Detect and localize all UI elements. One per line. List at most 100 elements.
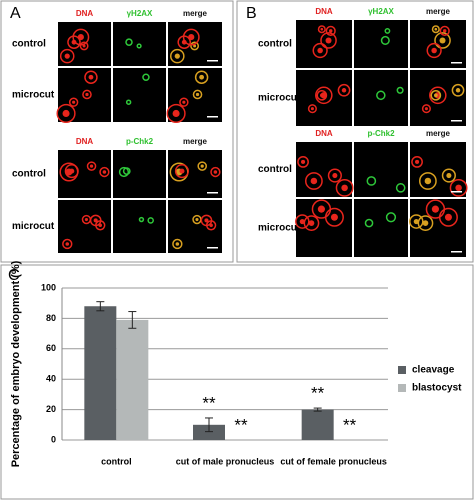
cell [439,25,450,36]
column-header: DNA [315,129,333,138]
y-axis-label: Percentage of embryo development (%) [10,260,22,467]
cell [142,73,150,81]
scale-bar [451,251,462,253]
nucleus [199,74,205,80]
cell [59,48,75,64]
row-label: microcut [258,93,301,104]
column-header: DNA [315,7,333,16]
cell [95,220,106,231]
nucleus [310,107,314,111]
y-tick-label: 40 [46,374,56,384]
y-tick-label: 60 [46,343,56,353]
cell [316,89,328,101]
micrograph [354,20,408,68]
nucleus [188,34,195,41]
cell [409,214,424,229]
cell [315,86,333,105]
cell [431,25,440,34]
cell [122,167,131,175]
nucleus [182,100,186,104]
cell [82,89,92,100]
y-tick-label: 0 [51,434,56,444]
nucleus [84,217,88,222]
cell [174,164,189,179]
cell [170,48,185,64]
nucleus [82,44,86,48]
nucleus [325,37,332,44]
cell [376,90,386,101]
scale-bar [207,60,218,62]
cell [192,89,203,100]
nucleus [195,217,199,222]
cell [68,97,79,107]
cell [125,99,132,105]
legend-swatch [398,384,406,392]
nucleus [213,170,218,174]
nucleus [98,223,103,228]
bar [301,409,334,440]
significance: ** [311,384,325,403]
cell [307,104,317,114]
nucleus [299,218,305,225]
column-header: merge [426,7,451,16]
micrograph [354,199,408,257]
cell [337,83,351,97]
bar [193,424,225,440]
panel-letter: C [8,267,20,284]
nucleus [319,93,324,98]
micrograph [113,68,166,122]
nucleus [193,44,197,48]
panel-a-frame [0,0,234,263]
nucleus [434,27,438,31]
micrograph [113,150,166,198]
nucleus [317,205,325,213]
nucleus [64,53,70,59]
nucleus [88,74,94,80]
nucleus [72,100,76,104]
cell [197,161,207,171]
cell [182,28,200,46]
nucleus [200,164,204,168]
scale-bar [451,191,462,193]
nucleus [332,173,338,179]
x-tick-label: cut of male pronucleus [176,456,275,466]
scale-bar [451,120,462,122]
column-header: p-Chk2 [126,137,154,146]
cell [84,70,98,84]
scale-bar [207,247,218,249]
nucleus [195,92,200,97]
cell [380,35,390,45]
cell [205,220,217,231]
column-header: DNA [76,137,94,146]
nucleus [174,53,180,59]
cell [147,217,154,224]
nucleus [89,164,94,168]
scale-bar [451,62,462,64]
nucleus [172,109,180,117]
cell [118,166,130,178]
nucleus [422,220,429,226]
cell [166,103,186,124]
bar [84,306,117,440]
column-header: merge [426,129,451,138]
panel-letter: A [10,5,21,22]
micrograph [113,200,166,253]
y-tick-label: 80 [46,313,56,323]
cell [138,216,145,223]
cell [441,168,456,183]
nucleus [341,184,348,192]
panel-b-frame [236,0,474,263]
scale-bar [207,192,218,194]
x-tick-label: control [101,456,132,466]
cell [194,70,209,84]
cell [62,238,73,250]
cell [172,238,183,250]
panel-letter: B [246,5,257,22]
cell [311,199,332,219]
cell [364,218,374,228]
cell [429,86,447,105]
cell [304,172,323,190]
nucleus [439,37,446,44]
scale-bar [207,116,218,118]
nucleus [85,92,89,97]
